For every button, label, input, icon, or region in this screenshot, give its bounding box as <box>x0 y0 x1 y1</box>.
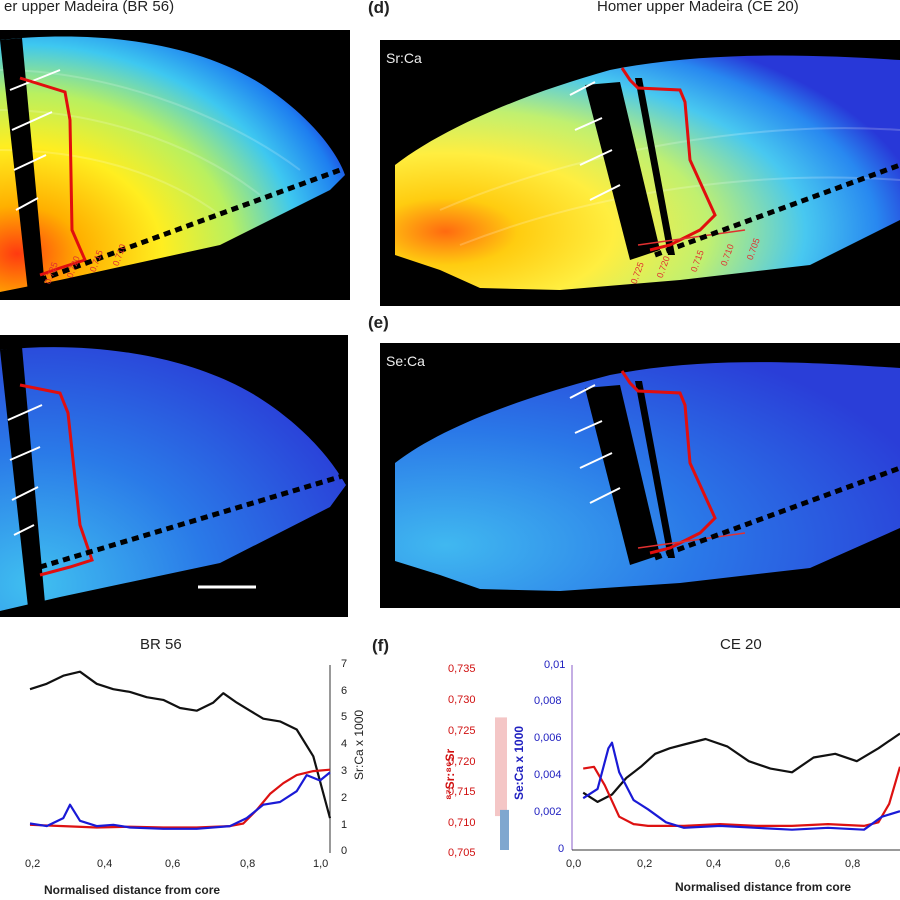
x-tick-right-1: 0,0 <box>566 858 582 870</box>
isotope-range-bar-2 <box>500 809 509 850</box>
x-tick-left-4: 0,8 <box>240 858 256 870</box>
chart-title-br56: BR 56 <box>140 636 182 653</box>
chart-br56 <box>29 665 332 853</box>
x-tick-left-5: 1,0 <box>313 858 329 870</box>
x-label-right: Normalised distance from core <box>675 880 852 894</box>
y-tick-right-2: 2 <box>341 792 348 804</box>
map-a-graphic <box>0 36 345 293</box>
y-blue-tick-2: 0,004 <box>534 769 562 781</box>
map-e-graphic <box>395 362 900 591</box>
x-tick-left-3: 0,6 <box>165 858 181 870</box>
y-label-right-left-chart: Sr:Ca x 1000 <box>352 709 366 780</box>
title-top-left: er upper Madeira (BR 56) <box>4 0 175 15</box>
x-tick-right-4: 0,6 <box>775 858 791 870</box>
br56-series-line-2 <box>29 768 331 829</box>
map-panel-d: Sr:Ca 0.725 0.720 0.715 0.710 0.705 <box>380 40 900 306</box>
y-red-tick-5: 0,730 <box>448 694 476 706</box>
x-tick-left-1: 0,2 <box>25 858 41 870</box>
br56-series-line-3 <box>29 771 331 830</box>
map-d-graphic <box>395 55 900 290</box>
y-tick-right-7: 7 <box>341 658 348 670</box>
x-tick-right-2: 0,2 <box>637 858 653 870</box>
ce20-series-line-1 <box>582 732 900 803</box>
y-tick-right-1: 1 <box>341 819 348 831</box>
chart-ce20 <box>495 665 900 851</box>
x-label-left: Normalised distance from core <box>44 883 221 897</box>
map-b-graphic <box>0 347 347 611</box>
x-tick-left-2: 0,4 <box>97 858 113 870</box>
map-panel-e: Se:Ca <box>380 343 900 608</box>
y-tick-right-5: 5 <box>341 711 348 723</box>
panel-letter-e: (e) <box>368 313 389 332</box>
title-top-right: Homer upper Madeira (CE 20) <box>597 0 799 15</box>
map-panel-b <box>0 335 348 617</box>
x-tick-right-5: 0,8 <box>845 858 861 870</box>
y-tick-right-6: 6 <box>341 685 348 697</box>
y-red-tick-2: 0,715 <box>448 786 476 798</box>
ce20-series-line-3 <box>582 741 900 831</box>
isotope-range-bar-1 <box>495 717 507 817</box>
y-blue-tick-1: 0,002 <box>534 806 562 818</box>
y-blue-tick-5: 0,01 <box>544 659 566 671</box>
y-red-tick-4: 0,725 <box>448 725 476 737</box>
y-blue-tick-3: 0,006 <box>534 732 562 744</box>
y-blue-tick-0: 0 <box>558 843 565 855</box>
y-tick-right-0: 0 <box>341 845 348 857</box>
y-red-tick-0: 0,705 <box>448 847 476 859</box>
panel-letter-f: (f) <box>372 636 389 655</box>
y-label-red: ⁸⁷Sr:⁸⁶Sr <box>443 748 457 800</box>
y-red-tick-6: 0,735 <box>448 663 476 675</box>
chart-title-ce20: CE 20 <box>720 636 762 653</box>
map-panel-a: 0.725 0.720 0.715 0.710 <box>0 30 350 300</box>
inset-label-sr-ca: Sr:Ca <box>386 50 422 66</box>
y-tick-right-4: 4 <box>341 738 348 750</box>
y-blue-tick-4: 0,008 <box>534 695 562 707</box>
y-tick-right-3: 3 <box>341 765 348 777</box>
br56-series-line-1 <box>29 670 332 819</box>
inset-label-se-ca: Se:Ca <box>386 353 425 369</box>
y-red-tick-3: 0,720 <box>448 756 476 768</box>
panel-letter-d: (d) <box>368 0 390 17</box>
x-tick-right-3: 0,4 <box>706 858 722 870</box>
y-red-tick-1: 0,710 <box>448 817 476 829</box>
